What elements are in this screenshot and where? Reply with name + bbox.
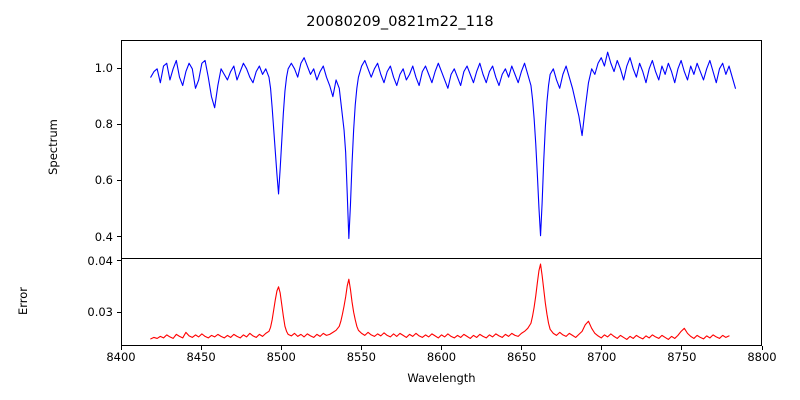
y-tick-mark [117,311,121,313]
x-tick-mark [681,346,683,350]
x-tick-mark [360,346,362,350]
x-tick-mark [521,346,523,350]
y-tick-mark [117,179,121,181]
y-tick-label: 0.8 [94,117,113,132]
y-tick-label: 0.03 [87,305,113,320]
y-tick-label: 0.6 [94,173,113,188]
x-tick-label: 8800 [747,350,777,364]
x-tick-mark [200,346,202,350]
error-line-plot [122,259,761,345]
error-data-line [151,264,729,339]
x-tick-label: 8400 [106,350,136,364]
x-tick-label: 8750 [667,350,697,364]
x-tick-mark [120,346,122,350]
y-axis-label-spectrum: Spectrum [46,119,60,175]
chart-title: 20080209_0821m22_118 [306,14,494,30]
y-tick-label: 1.0 [94,61,113,76]
spectrum-data-line [151,52,736,238]
x-tick-mark [761,346,763,350]
y-tick-mark [117,260,121,262]
error-plot-panel [121,258,762,346]
y-tick-mark [117,67,121,69]
x-axis-label: Wavelength [407,371,476,385]
y-tick-label: 0.4 [94,229,113,244]
x-tick-mark [280,346,282,350]
x-tick-label: 8650 [506,350,537,364]
y-tick-mark [117,236,121,238]
x-tick-mark [441,346,443,350]
x-tick-label: 8700 [587,350,617,364]
x-tick-label: 8600 [426,350,457,364]
x-tick-label: 8500 [266,350,296,364]
y-tick-mark [117,123,121,125]
x-tick-label: 8550 [346,350,377,364]
x-tick-mark [601,346,603,350]
y-tick-label: 0.04 [87,253,113,268]
y-axis-label-error: Error [16,286,30,316]
spectrum-line-plot [122,41,761,258]
x-tick-label: 8450 [186,350,216,364]
spectrum-plot-panel [121,40,762,259]
